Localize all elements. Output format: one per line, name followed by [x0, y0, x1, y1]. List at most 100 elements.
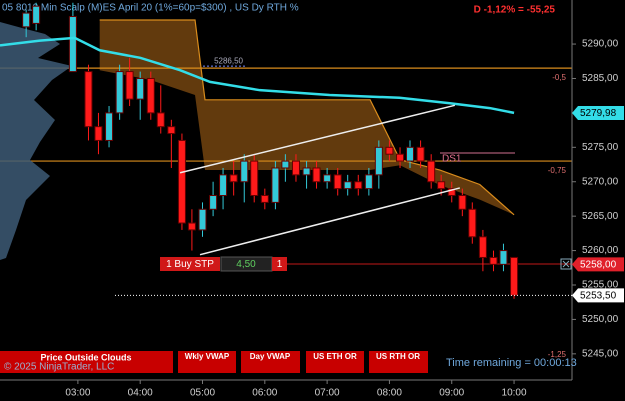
pnl: D -1,12% = -55,25	[474, 5, 556, 16]
trend-line	[199, 187, 461, 256]
x-tick-label: 04:00	[128, 388, 153, 399]
annotation: -0,5	[552, 73, 566, 82]
candle-body	[136, 77, 145, 100]
candle-body	[22, 12, 31, 28]
x-tick-label: 09:00	[439, 388, 464, 399]
button[interactable]	[369, 351, 428, 373]
candle-body	[68, 16, 77, 73]
candle-body	[437, 181, 446, 190]
button-label: US ETH OR	[313, 352, 357, 361]
copyright: © 2025 NinjaTrader, LLC	[4, 362, 114, 373]
candle-body	[468, 208, 477, 238]
price-marker	[572, 106, 624, 121]
moving-average	[0, 36, 515, 115]
order-side[interactable]	[160, 257, 220, 271]
button[interactable]	[241, 351, 300, 373]
button-label: US RTH OR	[376, 352, 420, 361]
order-offset-label: 4,50	[236, 259, 256, 270]
y-tick-label: 5250,00	[582, 314, 619, 325]
candle-body	[489, 256, 498, 265]
candle-body	[291, 160, 300, 176]
y-tick-label: 5275,00	[582, 142, 619, 153]
button-label: Price Outside Clouds	[40, 352, 131, 362]
candle-body	[271, 167, 280, 203]
candle-body	[354, 181, 363, 190]
candle-body	[458, 195, 467, 210]
candle-body	[177, 139, 186, 224]
candle-body	[250, 160, 259, 197]
x-tick-label: 08:00	[377, 388, 402, 399]
button-label: Day VWAP	[250, 352, 291, 361]
x-tick-label: 05:00	[190, 388, 215, 399]
annotation: -1,25	[548, 350, 567, 359]
button[interactable]	[306, 351, 364, 373]
candle-body	[302, 167, 311, 176]
button[interactable]	[0, 351, 173, 373]
y-tick-label: 5260,00	[582, 245, 619, 256]
chart-title: 05 8010 Min Scalp (M)ES April 20 (1%=60p…	[2, 3, 299, 14]
annotation: DS1	[442, 154, 462, 165]
candle-body	[156, 112, 165, 128]
y-tick-label: 5255,00	[582, 280, 619, 291]
order-side-label: 1 Buy STP	[166, 259, 214, 270]
level-label: 5286,50	[214, 56, 243, 65]
cloud-edge	[99, 19, 515, 216]
candle-body	[260, 195, 269, 203]
button[interactable]	[178, 351, 236, 373]
candle-body	[115, 71, 124, 114]
button-label: Wkly VWAP	[185, 352, 230, 361]
volume-profile	[0, 22, 72, 260]
x-tick-label: 06:00	[252, 388, 277, 399]
time-remaining: Time remaining = 00:00:13	[446, 357, 577, 369]
y-tick-label: 5265,00	[582, 211, 619, 222]
candle-body	[396, 153, 405, 162]
toolbar: Price Outside Clouds Wkly VWAP Day VWAP …	[0, 351, 428, 373]
order-qty[interactable]	[272, 257, 287, 271]
y-tick-label: 5245,00	[582, 348, 619, 359]
price-marker-label: 5258,00	[580, 259, 617, 270]
price-marker	[572, 257, 624, 272]
y-tick-label: 5290,00	[582, 39, 619, 50]
y-tick-label: 5285,00	[582, 73, 619, 84]
candle-body	[84, 71, 93, 128]
candle-body	[499, 250, 508, 265]
candle-body	[167, 126, 176, 135]
cancel-order[interactable]	[560, 258, 572, 270]
candle-body	[374, 146, 383, 176]
candle-body	[323, 174, 332, 183]
candle-body	[198, 208, 207, 231]
candle-body	[229, 174, 238, 183]
candle-body	[416, 146, 425, 162]
candle-body	[343, 181, 352, 190]
x-tick-label: 07:00	[315, 388, 340, 399]
candle-body	[405, 146, 414, 162]
y-tick-label: 5270,00	[582, 176, 619, 187]
candle-body	[209, 195, 218, 210]
price-marker-label: 5253,50	[580, 290, 617, 301]
candle-body	[219, 174, 228, 197]
order-bar[interactable]: 1 Buy STP 4,50 1	[160, 256, 572, 272]
price-marker-label: 5279,98	[580, 108, 617, 119]
candle-body	[510, 256, 519, 296]
candle-body	[146, 77, 155, 114]
candle-body	[364, 174, 373, 190]
order-qty-label: 1	[277, 259, 283, 270]
candle-body	[312, 167, 321, 183]
candle-body	[105, 112, 114, 141]
x-tick-label: 10:00	[502, 388, 527, 399]
candle-body	[447, 188, 456, 197]
price-marker	[572, 288, 624, 303]
candle-body	[427, 160, 436, 183]
candle-body	[333, 174, 342, 190]
x-tick-label: 03:00	[65, 388, 90, 399]
candle-body	[240, 160, 249, 183]
candle-body	[187, 222, 196, 231]
candle-body	[281, 160, 290, 169]
candle-body	[125, 71, 134, 100]
candle-body	[94, 126, 103, 141]
candle-body	[385, 146, 394, 155]
trend-line	[179, 104, 456, 174]
candle-body	[478, 236, 487, 258]
